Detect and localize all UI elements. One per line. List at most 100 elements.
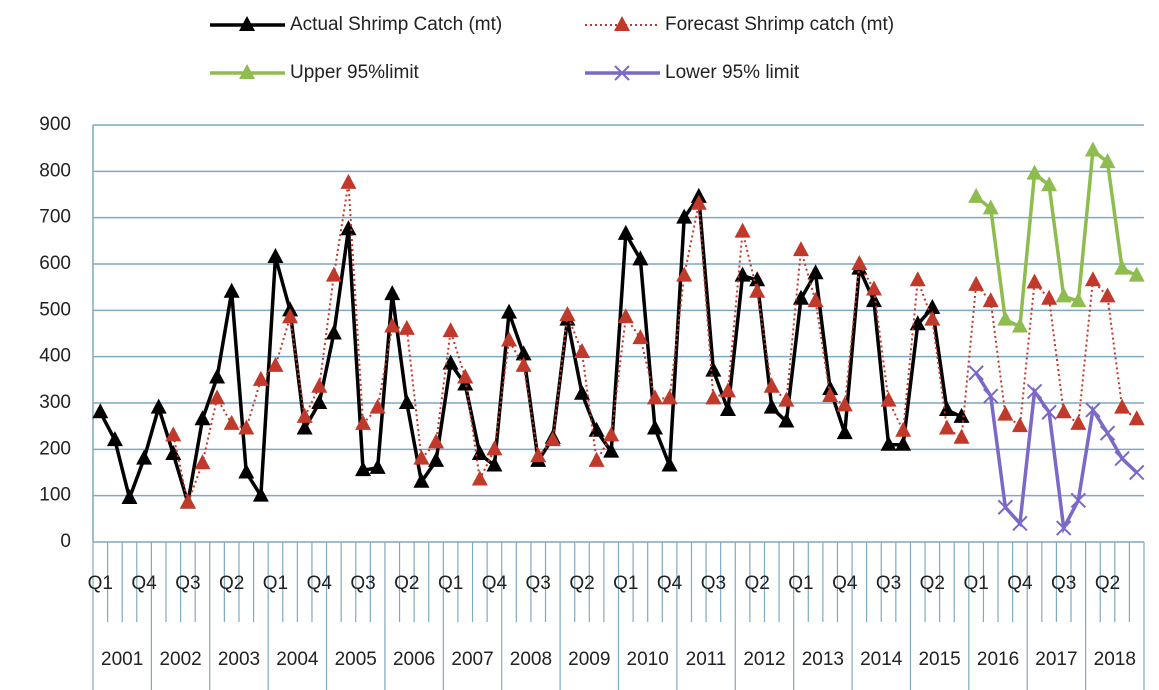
- x-tick-label: Q3: [876, 573, 901, 594]
- data-point: [997, 310, 1014, 326]
- data-point: [544, 431, 561, 447]
- data-point: [559, 305, 576, 321]
- x-tick-label: Q1: [438, 573, 463, 594]
- data-point: [457, 368, 474, 384]
- data-point: [661, 389, 678, 405]
- data-point: [865, 280, 882, 296]
- data-point: [938, 400, 955, 416]
- x-tick-label: Q4: [832, 573, 858, 594]
- data-point: [398, 319, 415, 335]
- data-point: [705, 361, 722, 377]
- data-point: [1011, 417, 1028, 433]
- data-point: [486, 440, 503, 456]
- data-point: [1128, 410, 1145, 426]
- data-point: [924, 310, 941, 326]
- data-point: [369, 458, 386, 474]
- legend-marker: [614, 65, 630, 81]
- data-point: [574, 384, 591, 400]
- data-point: [296, 407, 313, 423]
- data-point: [836, 396, 853, 412]
- x-tick-label: Q1: [613, 573, 638, 594]
- x-tick-label: Q4: [131, 573, 157, 594]
- data-point: [851, 255, 868, 270]
- data-point: [1128, 464, 1145, 481]
- year-label: 2007: [451, 649, 493, 670]
- data-point: [1055, 287, 1072, 303]
- year-label: 2014: [860, 649, 903, 670]
- x-tick-label: Q3: [701, 573, 726, 594]
- data-point: [267, 248, 284, 264]
- data-point: [807, 264, 824, 280]
- data-point: [719, 400, 736, 416]
- legend-marker: [614, 16, 630, 31]
- data-point: [1114, 450, 1130, 467]
- data-point: [121, 488, 138, 504]
- data-point: [603, 426, 620, 442]
- data-point: [238, 463, 255, 479]
- data-point: [340, 173, 357, 189]
- data-point: [252, 370, 269, 386]
- data-point: [1055, 403, 1072, 419]
- series-line: [974, 371, 1138, 534]
- year-label: 2017: [1035, 649, 1077, 670]
- data-point: [676, 266, 693, 282]
- data-point: [1070, 292, 1087, 308]
- data-point: [676, 208, 693, 224]
- data-point: [909, 271, 926, 287]
- year-label: 2013: [802, 649, 844, 670]
- y-tick-label: 600: [39, 253, 71, 274]
- y-tick-label: 100: [39, 485, 71, 506]
- data-point: [442, 322, 459, 338]
- data-point: [223, 282, 240, 298]
- data-point: [194, 410, 211, 426]
- data-point: [106, 431, 123, 447]
- data-point: [340, 220, 357, 236]
- data-point: [778, 391, 795, 407]
- data-point: [501, 303, 518, 319]
- x-tick-label: Q1: [788, 573, 813, 594]
- data-point: [588, 451, 605, 467]
- year-label: 2002: [159, 649, 201, 670]
- x-tick-label: Q3: [526, 573, 551, 594]
- data-point: [632, 250, 649, 266]
- year-label: 2011: [686, 649, 727, 670]
- data-point: [252, 486, 269, 502]
- data-point: [1070, 492, 1087, 509]
- x-tick-label: Q2: [394, 573, 419, 594]
- data-point: [1084, 141, 1101, 157]
- y-tick-label: 900: [39, 114, 71, 135]
- data-point: [471, 444, 488, 460]
- data-point: [719, 382, 736, 398]
- data-point: [836, 424, 853, 440]
- year-label: 2008: [510, 649, 552, 670]
- data-point: [442, 354, 459, 370]
- data-point: [763, 377, 780, 393]
- data-point: [617, 308, 634, 324]
- year-label: 2003: [218, 649, 260, 670]
- y-tick-label: 700: [39, 207, 71, 228]
- data-point: [1099, 287, 1116, 303]
- data-point: [325, 266, 342, 282]
- data-point: [1056, 520, 1072, 536]
- data-point: [238, 419, 255, 435]
- data-point: [165, 426, 182, 442]
- data-point: [603, 442, 620, 458]
- data-point: [501, 331, 518, 347]
- data-point: [968, 365, 984, 381]
- y-tick-label: 0: [60, 531, 71, 552]
- y-tick-label: 400: [39, 346, 71, 367]
- x-tick-label: Q2: [219, 573, 244, 594]
- data-point: [895, 421, 912, 437]
- data-point: [1085, 402, 1101, 418]
- data-point: [632, 329, 649, 345]
- year-label: 2015: [918, 649, 960, 670]
- data-point: [150, 398, 167, 414]
- data-point: [880, 391, 897, 407]
- data-point: [763, 398, 780, 414]
- year-label: 2018: [1094, 649, 1136, 670]
- year-label: 2001: [101, 649, 143, 670]
- data-point: [661, 456, 678, 472]
- x-tick-label: Q4: [482, 573, 508, 594]
- data-point: [924, 299, 941, 315]
- data-point: [997, 499, 1014, 515]
